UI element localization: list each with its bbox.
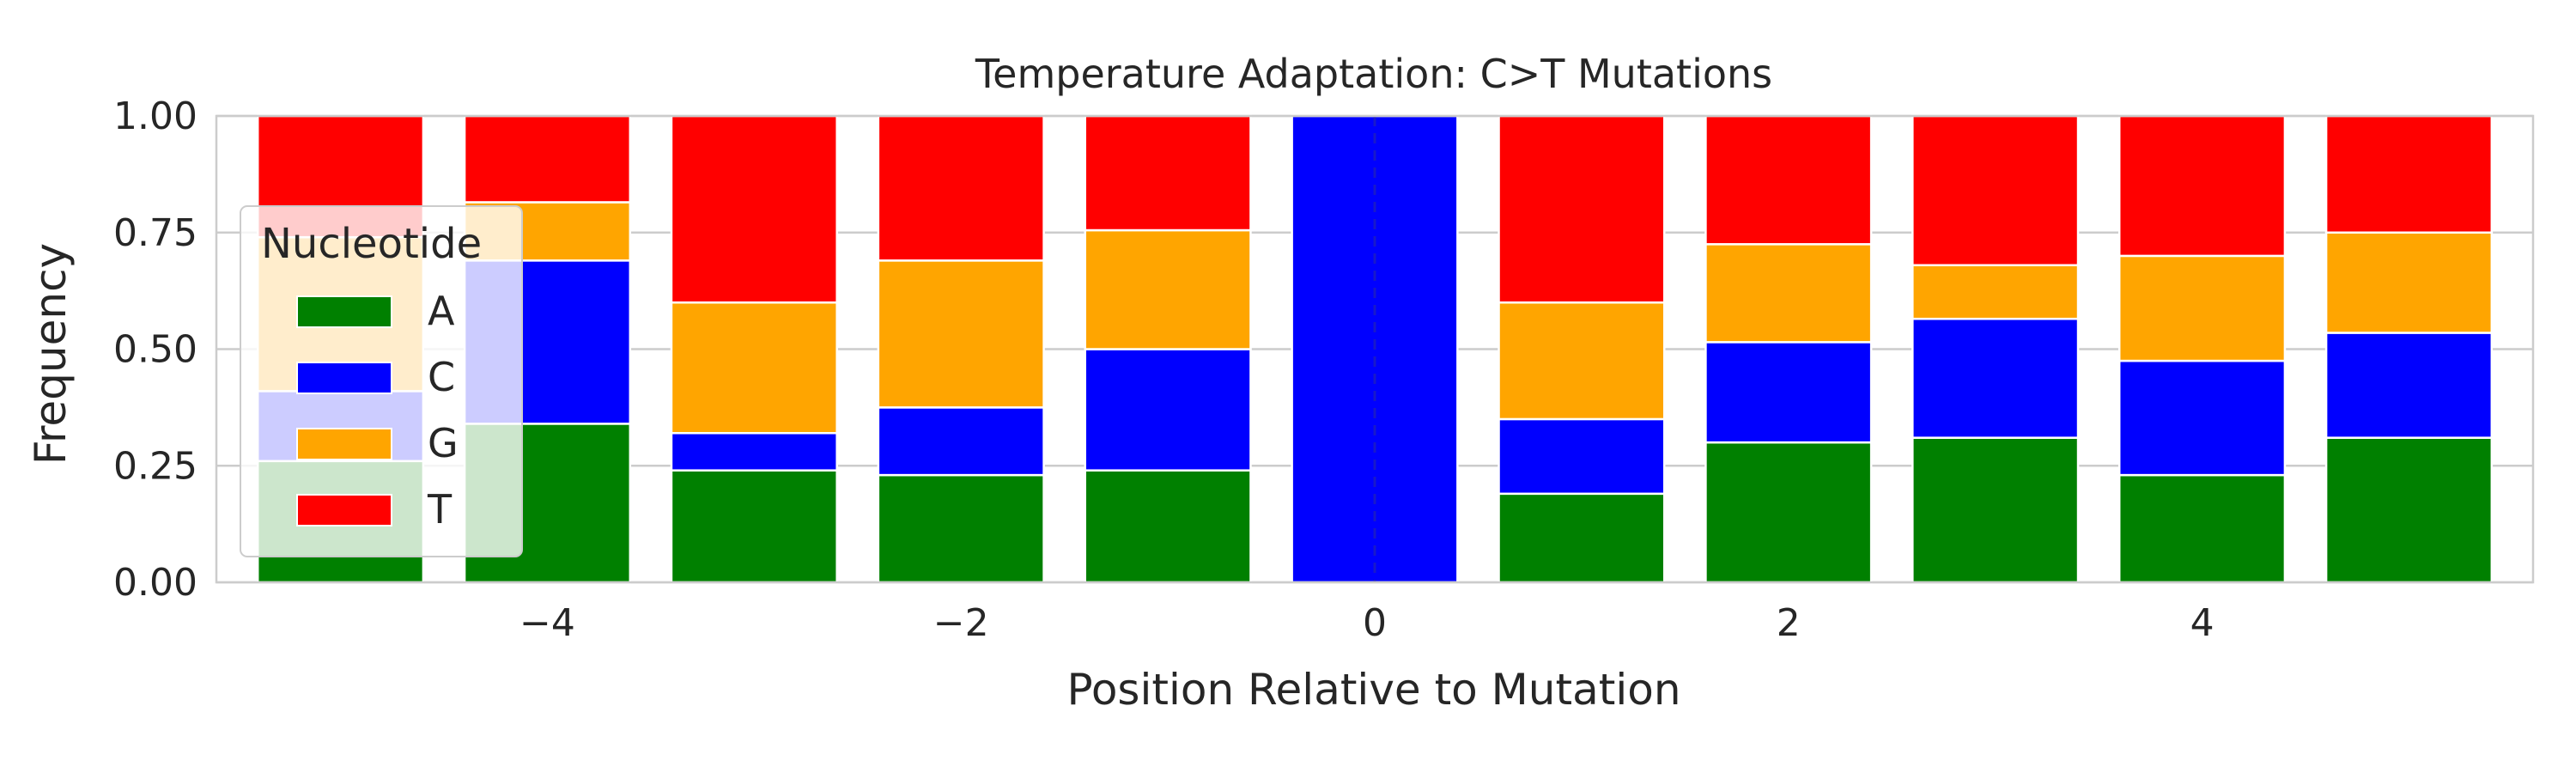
legend-label-t: T xyxy=(427,486,453,533)
bar-segment-c xyxy=(1704,341,1873,444)
legend-title: Nucleotide xyxy=(261,220,482,268)
bar-segment-t xyxy=(1498,114,1666,304)
x-tick-label: 2 xyxy=(1777,601,1801,645)
bar-segment-c xyxy=(1084,348,1252,472)
x-tick-label: −2 xyxy=(933,601,989,645)
bar-segment-g xyxy=(1911,264,2080,320)
bar-segment-a xyxy=(877,473,1045,584)
bar-segment-c xyxy=(1498,417,1666,496)
bar-segment-c xyxy=(670,431,838,472)
bar-segment-a xyxy=(670,469,838,584)
bar-segment-t xyxy=(1911,114,2080,267)
plot-frame xyxy=(215,114,2535,584)
legend-swatch-c xyxy=(296,362,392,394)
legend-swatch-t xyxy=(296,494,392,526)
y-tick-label: 0.00 xyxy=(113,561,197,605)
bar-segment-c xyxy=(1911,317,2080,439)
bar-segment-a xyxy=(1911,436,2080,584)
chart-title: Temperature Adaptation: C>T Mutations xyxy=(975,51,1772,97)
legend-label-a: A xyxy=(428,288,455,334)
bar-segment-t xyxy=(463,114,632,204)
bar-segment-g xyxy=(1704,243,1873,344)
legend-swatch-g xyxy=(296,428,392,460)
bar-segment-c xyxy=(877,406,1045,477)
bar-segment-t xyxy=(877,114,1045,262)
bar-segment-t xyxy=(1084,114,1252,232)
bar-segment-c xyxy=(2117,359,2287,477)
y-tick-label: 1.00 xyxy=(113,94,197,138)
legend-label-g: G xyxy=(428,420,459,466)
bar-segment-g xyxy=(2117,254,2287,362)
bar-segment-a xyxy=(2324,436,2494,584)
bar-segment-g xyxy=(1498,301,1666,421)
bar-segment-t xyxy=(670,114,838,304)
legend-swatch-a xyxy=(296,295,392,328)
y-tick-label: 0.75 xyxy=(113,211,197,255)
y-tick-label: 0.25 xyxy=(113,444,197,488)
x-tick-label: −4 xyxy=(519,601,575,645)
bar-segment-g xyxy=(2324,231,2494,334)
bar-segment-g xyxy=(1084,228,1252,350)
bar-segment-t xyxy=(2117,114,2287,258)
x-tick-label: 0 xyxy=(1363,601,1387,645)
y-axis-label: Frequency xyxy=(26,243,76,465)
bar-segment-g xyxy=(670,301,838,435)
x-axis-label: Position Relative to Mutation xyxy=(1066,665,1680,715)
bar-segment-a xyxy=(1498,492,1666,584)
bar-segment-a xyxy=(1704,441,1873,584)
bar-segment-a xyxy=(1084,469,1252,584)
y-tick-label: 0.50 xyxy=(113,328,197,372)
bar-segment-t xyxy=(1704,114,1873,246)
bar-segment-c xyxy=(2324,332,2494,439)
bar-segment-a xyxy=(2117,473,2287,584)
legend-label-c: C xyxy=(428,354,455,400)
x-tick-label: 4 xyxy=(2190,601,2215,645)
bar-segment-t xyxy=(2324,114,2494,234)
axis-ticks: 0.00 0.25 0.50 0.75 1.00 −4 −2 0 2 4 xyxy=(113,94,2215,645)
bar-segment-g xyxy=(877,259,1045,409)
